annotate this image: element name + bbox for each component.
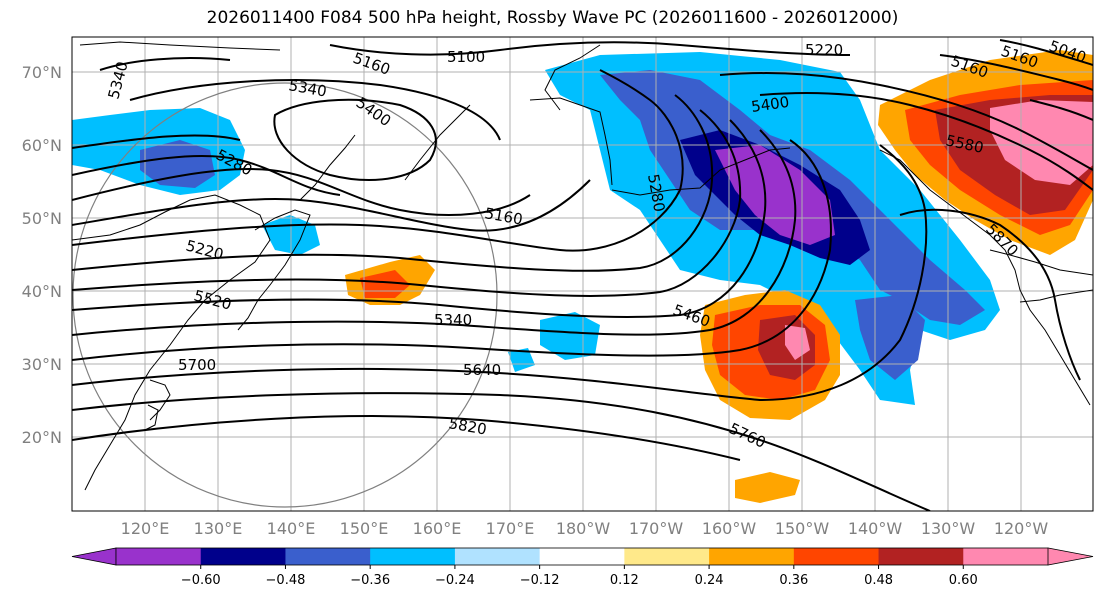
colorbar-tick-label: 0.60 <box>949 573 978 588</box>
coastlines <box>72 41 1093 491</box>
lon-label: 160°E <box>413 519 462 538</box>
colorbar-tick-label: 0.24 <box>695 573 724 588</box>
anomaly-blob-midpacific <box>540 312 600 360</box>
lon-label: 140°W <box>848 519 903 538</box>
colorbar-tick-label: −0.36 <box>350 573 390 588</box>
colorbar-segment <box>878 548 964 565</box>
anomaly-blob-east-mid <box>855 295 925 380</box>
lat-label: 20°N <box>22 428 62 447</box>
lon-label: 120°W <box>994 519 1049 538</box>
contour-label: 5100 <box>447 48 485 66</box>
lat-label: 40°N <box>22 282 62 301</box>
latitude-labels: 70°N 60°N 50°N 40°N 30°N 20°N <box>22 63 62 447</box>
colorbar-tick-label: −0.60 <box>181 573 221 588</box>
graticule <box>72 37 1093 511</box>
colorbar-segment <box>539 548 625 565</box>
contour-label: 5700 <box>178 356 216 374</box>
colorbar-tick-label: 0.12 <box>610 573 639 588</box>
colorbar-segment <box>200 548 286 565</box>
map-plot-area: 5160 5100 5220 5160 5160 5040 5340 5340 … <box>72 37 1093 511</box>
map-frame <box>71 36 1094 512</box>
colorbar-segment <box>624 548 710 565</box>
lon-label: 140°E <box>267 519 316 538</box>
colorbar-segment <box>116 548 202 565</box>
anomaly-blob-small <box>508 348 535 372</box>
lat-label: 30°N <box>22 355 62 374</box>
colorbar-segment <box>285 548 371 565</box>
lon-label: 180°W <box>556 519 611 538</box>
lat-label: 70°N <box>22 63 62 82</box>
contour-label: 5640 <box>463 361 501 379</box>
lon-label: 150°W <box>775 519 830 538</box>
lon-label: 170°W <box>629 519 684 538</box>
colorbar-tick-label: 0.48 <box>864 573 893 588</box>
colorbar-segment <box>370 548 456 565</box>
lon-label: 130°W <box>921 519 976 538</box>
lon-label: 170°E <box>486 519 535 538</box>
lon-label: 160°W <box>702 519 757 538</box>
colorbar-max-extension <box>1047 547 1094 566</box>
colorbar-tick-label: 0.36 <box>779 573 808 588</box>
colorbar-tick-label: −0.24 <box>435 573 475 588</box>
colorbar: −0.60 −0.48 −0.36 −0.24 −0.12 0.12 0.24 0.36 0.4… <box>71 547 1094 588</box>
colorbar-segment <box>454 548 541 565</box>
colorbar-segment <box>709 548 795 565</box>
lon-label: 130°E <box>194 519 243 538</box>
reference-circle <box>72 82 498 508</box>
anomaly-blob-west-mid <box>140 140 215 188</box>
anomaly-blob-northpacific-core <box>715 145 835 245</box>
map-title: 2026011400 F084 500 hPa height, Rossby W… <box>206 8 899 28</box>
colorbar-tick-label: −0.48 <box>266 573 306 588</box>
colorbar-tick-label: −0.12 <box>520 573 560 588</box>
contour-label: 5340 <box>434 311 472 329</box>
lon-label: 120°E <box>121 519 170 538</box>
longitude-labels: 120°E 130°E 140°E 150°E 160°E 170°E 180°… <box>121 519 1049 538</box>
lon-label: 150°E <box>340 519 389 538</box>
anomaly-blob-central-core <box>785 325 810 360</box>
colorbar-segment <box>963 548 1049 565</box>
anomaly-blob-south <box>735 472 800 503</box>
colorbar-min-extension <box>71 547 117 566</box>
anomaly-blob-ne-core <box>990 100 1093 185</box>
lat-label: 50°N <box>22 209 62 228</box>
contour-label: 5220 <box>805 41 843 59</box>
height-contours <box>72 39 1093 511</box>
contour-label: 5400 <box>750 93 790 116</box>
colorbar-segment <box>793 548 880 565</box>
lat-label: 60°N <box>22 136 62 155</box>
colorbar-frame <box>115 547 1049 566</box>
